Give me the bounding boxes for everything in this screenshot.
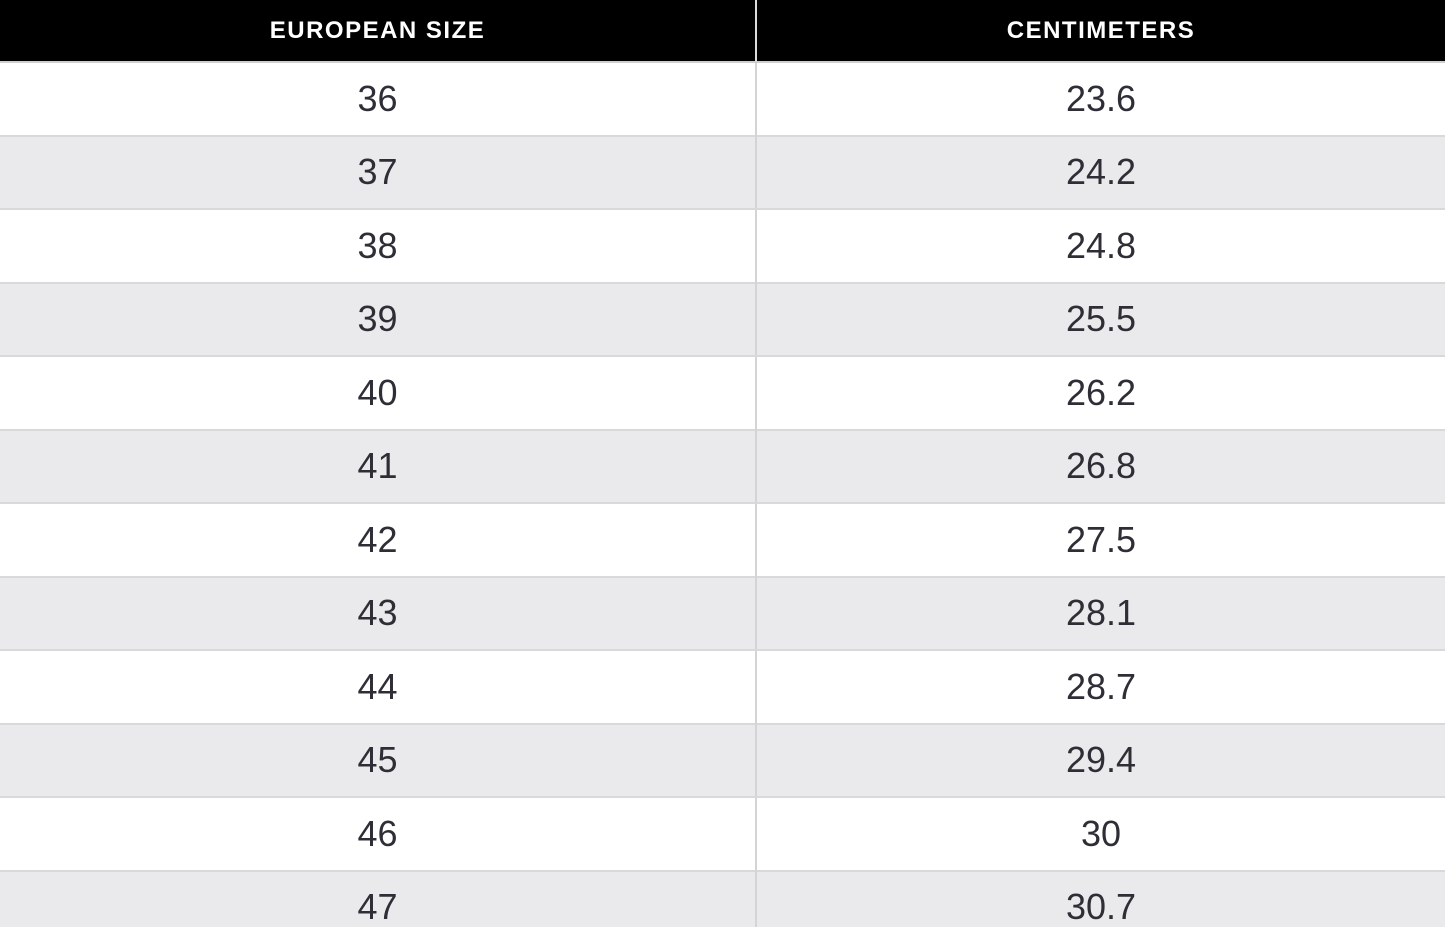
- table-row: 42 27.5: [0, 503, 1445, 577]
- cell-european-size: 46: [0, 797, 757, 871]
- table-row: 44 28.7: [0, 650, 1445, 724]
- cell-centimeters: 25.5: [756, 281, 1445, 357]
- table-row: 45 29.4: [0, 722, 1445, 798]
- table-row: 43 28.1: [0, 575, 1445, 651]
- cell-centimeters: 24.8: [756, 209, 1445, 283]
- cell-centimeters: 30: [756, 797, 1445, 871]
- table-row: 38 24.8: [0, 209, 1445, 283]
- table-row: 36 23.6: [0, 62, 1445, 136]
- table-body: 36 23.6 37 24.2 38 24.8 39 25.5 40 26.2 41 26.8 42 27…: [0, 62, 1445, 927]
- cell-european-size: 42: [0, 503, 757, 577]
- column-header-european-size: EUROPEAN SIZE: [0, 0, 757, 63]
- cell-centimeters: 28.1: [756, 575, 1445, 651]
- header-row: EUROPEAN SIZE CENTIMETERS: [0, 0, 1445, 63]
- cell-european-size: 38: [0, 209, 757, 283]
- column-header-centimeters: CENTIMETERS: [756, 0, 1445, 63]
- cell-centimeters: 30.7: [756, 869, 1445, 927]
- cell-european-size: 43: [0, 575, 757, 651]
- cell-european-size: 47: [0, 869, 757, 927]
- table-row: 40 26.2: [0, 356, 1445, 430]
- cell-centimeters: 28.7: [756, 650, 1445, 724]
- table-row: 46 30: [0, 797, 1445, 871]
- cell-european-size: 41: [0, 428, 757, 504]
- cell-european-size: 45: [0, 722, 757, 798]
- cell-european-size: 36: [0, 62, 757, 136]
- table-row: 41 26.8: [0, 428, 1445, 504]
- cell-european-size: 40: [0, 356, 757, 430]
- cell-european-size: 44: [0, 650, 757, 724]
- cell-centimeters: 29.4: [756, 722, 1445, 798]
- cell-centimeters: 26.2: [756, 356, 1445, 430]
- table-row: 37 24.2: [0, 134, 1445, 210]
- cell-centimeters: 23.6: [756, 62, 1445, 136]
- cell-centimeters: 27.5: [756, 503, 1445, 577]
- cell-centimeters: 24.2: [756, 134, 1445, 210]
- cell-european-size: 37: [0, 134, 757, 210]
- table-row: 47 30.7: [0, 869, 1445, 927]
- cell-centimeters: 26.8: [756, 428, 1445, 504]
- table-header: EUROPEAN SIZE CENTIMETERS: [0, 0, 1445, 63]
- cell-european-size: 39: [0, 281, 757, 357]
- table-row: 39 25.5: [0, 281, 1445, 357]
